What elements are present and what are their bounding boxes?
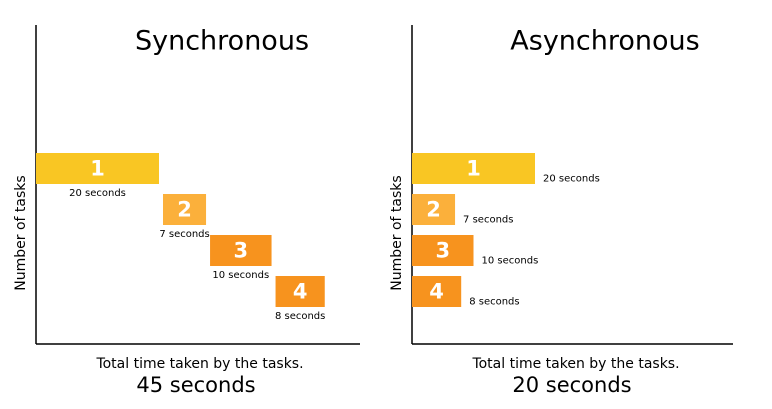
duration-label: 20 seconds	[69, 188, 126, 199]
duration-label: 8 seconds	[275, 311, 325, 322]
duration-label: 10 seconds	[482, 256, 539, 267]
task-bar	[210, 235, 272, 266]
total-time: 20 seconds	[512, 373, 631, 397]
y-axis-label: Number of tasks	[389, 175, 405, 290]
task-bar	[275, 276, 325, 307]
duration-label: 10 seconds	[212, 270, 269, 281]
task-bar	[412, 235, 474, 266]
task-number: 3	[435, 239, 450, 263]
panel-title: Synchronous	[135, 26, 309, 57]
panel-title: Asynchronous	[510, 26, 699, 57]
task-bar	[412, 153, 535, 184]
task-bar	[412, 194, 456, 225]
duration-label: 7 seconds	[463, 215, 513, 226]
x-axis-label: Total time taken by the tasks.	[95, 356, 303, 372]
x-axis-label: Total time taken by the tasks.	[471, 356, 679, 372]
task-number: 1	[90, 157, 105, 181]
task-bar	[412, 276, 462, 307]
task-bar	[36, 153, 159, 184]
task-number: 2	[177, 198, 192, 222]
duration-label: 20 seconds	[543, 174, 600, 185]
task-bar	[163, 194, 207, 225]
task-number: 1	[466, 157, 481, 181]
total-time: 45 seconds	[136, 373, 255, 397]
y-axis-label: Number of tasks	[13, 175, 29, 290]
task-number: 4	[293, 280, 308, 304]
task-number: 3	[233, 239, 248, 263]
task-number: 2	[426, 198, 441, 222]
task-number: 4	[429, 280, 444, 304]
duration-label: 7 seconds	[159, 229, 209, 240]
duration-label: 8 seconds	[469, 297, 519, 308]
